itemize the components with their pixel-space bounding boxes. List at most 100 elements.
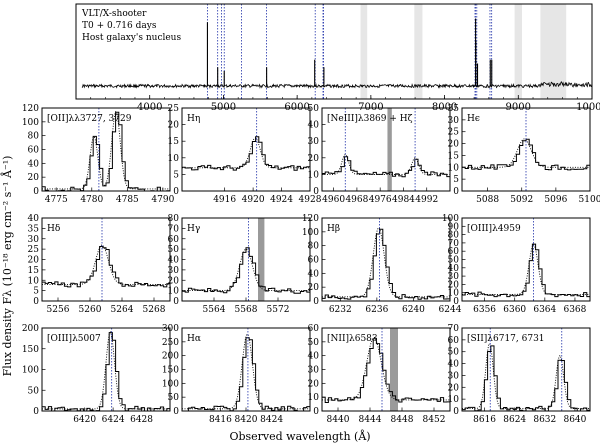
y-tick-label: 0: [453, 407, 459, 417]
panel-line-label: Hβ: [327, 224, 340, 234]
y-tick-label: 20: [448, 140, 460, 150]
y-tick-label: 70: [168, 224, 180, 234]
x-tick-label: 8616: [473, 415, 496, 425]
y-tick-label: 20: [168, 121, 180, 131]
masked-band: [387, 108, 392, 191]
y-tick-label: 0: [173, 187, 179, 197]
y-tick-label: 30: [448, 272, 460, 282]
panel-line-label: [OIII]λ4959: [467, 224, 521, 234]
y-tick-label: 50: [28, 386, 40, 396]
y-tick-label: 60: [448, 247, 460, 257]
overview-spectrum-trace: [81, 81, 593, 89]
y-tick-label: 10: [448, 289, 460, 299]
line-panel: 4775 4780 4785 4790 0 20 40 60 80 100 120 [OII]λλ37…: [22, 104, 175, 205]
step-spectrum-trace: [182, 247, 310, 294]
panel-line-label: Hδ: [47, 224, 60, 234]
y-tick-label: 35: [448, 104, 460, 114]
x-tick-label: 6236: [365, 305, 388, 315]
y-tick-label: 100: [162, 379, 179, 389]
panel-line-label: Hϵ: [467, 114, 480, 124]
x-tick-label: 8420: [235, 415, 258, 425]
y-tick-label: 200: [22, 324, 39, 334]
y-tick-label: 35: [28, 224, 40, 234]
step-spectrum-trace: [42, 332, 171, 412]
overview-legend-line: Host galaxy's nucleus: [82, 33, 181, 43]
panel-line-label: Hα: [187, 334, 201, 344]
y-tick-label: 50: [168, 245, 180, 255]
y-tick-label: 20: [308, 154, 320, 164]
y-tick-label: 0: [33, 297, 39, 307]
step-spectrum-trace: [42, 111, 171, 192]
y-tick-label: 120: [302, 214, 319, 224]
x-tick-label: 6364: [533, 305, 556, 315]
y-tick-label: 10: [28, 276, 40, 286]
y-tick-label: 70: [448, 239, 460, 249]
x-tick-label: 4916: [213, 195, 236, 205]
y-tick-label: 10: [448, 163, 460, 173]
step-spectrum-trace: [462, 243, 591, 298]
y-tick-label: 5: [453, 175, 459, 185]
gaussian-fit: [42, 110, 170, 190]
x-tick-label: 5096: [544, 195, 567, 205]
y-tick-label: 10: [168, 154, 180, 164]
step-spectrum-trace: [462, 345, 591, 412]
panel-line-label: [NII]λ6583: [327, 334, 378, 344]
line-panel: 6420 6424 6428 0 50 100 150 200 [OIII]λ5007: [22, 324, 171, 425]
x-tick-label: 6428: [130, 415, 153, 425]
y-tick-label: 40: [28, 214, 40, 224]
y-tick-label: 50: [448, 256, 460, 266]
y-tick-label: 25: [28, 245, 40, 255]
y-tick-label: 40: [28, 159, 40, 169]
step-spectrum-trace: [182, 337, 311, 412]
telluric-band: [414, 4, 423, 99]
y-tick-label: 60: [448, 336, 460, 346]
x-tick-label: 4976: [369, 195, 392, 205]
masked-band: [258, 218, 265, 301]
x-tick-label: 5572: [267, 305, 290, 315]
y-tick-label: 80: [448, 231, 460, 241]
x-tick-label: 4928: [299, 195, 322, 205]
y-tick-label: 40: [308, 121, 320, 131]
y-tick-label: 15: [28, 266, 40, 276]
y-tick-label: 80: [308, 242, 320, 252]
y-tick-label: 0: [453, 297, 459, 307]
y-tick-label: 60: [308, 324, 320, 334]
y-tick-label: 0: [453, 187, 459, 197]
y-tick-label: 300: [162, 324, 179, 334]
y-tick-label: 20: [448, 280, 460, 290]
x-tick-label: 6368: [563, 305, 586, 315]
x-tick-label: 8440: [327, 415, 350, 425]
line-panel: 8416 8420 8424 0 50 100 150 200 250 300 Hα: [162, 324, 311, 425]
gaussian-fit: [182, 137, 310, 169]
gaussian-fit: [322, 337, 450, 401]
x-tick-label: 5260: [79, 305, 102, 315]
y-tick-label: 20: [448, 383, 460, 393]
x-tick-label: 6424: [102, 415, 125, 425]
y-tick-label: 15: [448, 151, 460, 161]
y-tick-label: 20: [308, 283, 320, 293]
line-panel: 4960 4968 4976 4984 4992 0 10 20 30 40 50 [NeIII]λ3…: [308, 104, 451, 205]
telluric-band: [514, 4, 522, 99]
step-spectrum-trace: [322, 228, 451, 300]
panel-frame: [321, 107, 451, 192]
y-tick-label: 90: [448, 222, 460, 232]
x-axis-title: Observed wavelength (Å): [229, 429, 370, 443]
x-tick-label: 5092: [510, 195, 533, 205]
y-tick-label: 100: [442, 214, 459, 224]
y-tick-label: 100: [22, 118, 39, 128]
x-tick-label: 4960: [322, 195, 345, 205]
panel-frame: [181, 107, 311, 192]
x-tick-label: 5264: [111, 305, 134, 315]
y-tick-label: 10: [168, 287, 180, 297]
y-tick-label: 50: [308, 338, 320, 348]
x-tick-label: 5100: [579, 195, 600, 205]
y-tick-label: 150: [162, 366, 179, 376]
step-spectrum-trace: [182, 136, 311, 171]
y-tick-label: 30: [28, 235, 40, 245]
y-tick-label: 60: [28, 146, 40, 156]
panel-line-label: [SII]λ6717, 6731: [467, 334, 545, 344]
x-tick-label: 4968: [345, 195, 368, 205]
